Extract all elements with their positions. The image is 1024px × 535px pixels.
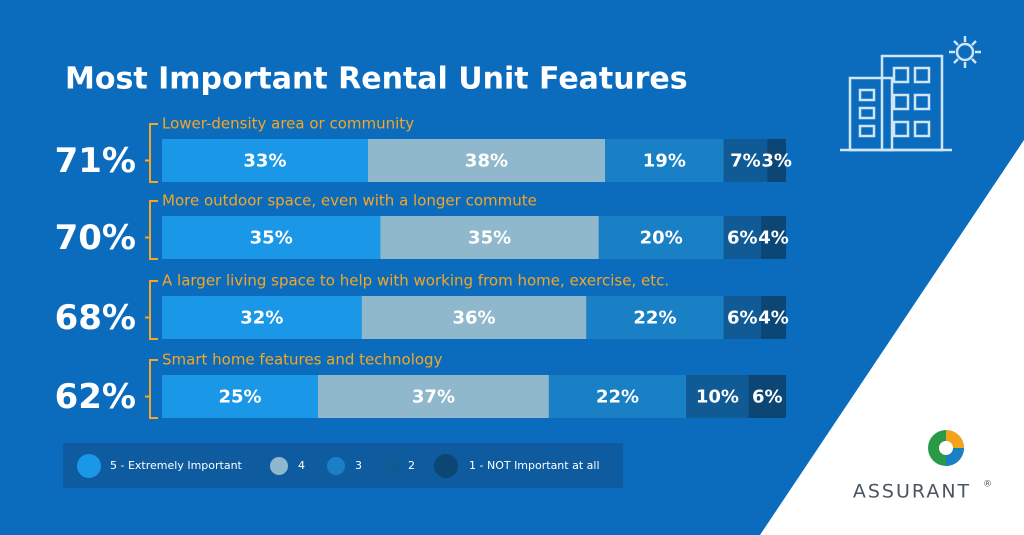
bar-segment	[162, 375, 318, 418]
value-label: 37%	[412, 387, 455, 408]
value-label: 19%	[643, 151, 686, 172]
category-label: A larger living space to help with worki…	[162, 272, 669, 290]
legend-swatch	[270, 457, 288, 475]
bar-segment	[361, 296, 587, 339]
bar-segment	[586, 296, 724, 339]
value-label: 6%	[727, 228, 758, 249]
bar-segment	[761, 296, 786, 339]
bracket	[145, 359, 158, 419]
value-label: 38%	[465, 151, 508, 172]
brand-mark: ®	[983, 480, 992, 490]
value-label: 4%	[758, 308, 789, 329]
brand: ASSURANT	[853, 481, 971, 503]
bar-segment	[162, 139, 368, 182]
legend-swatch	[434, 454, 458, 478]
total-label: 71%	[55, 141, 136, 181]
value-label: 22%	[596, 387, 639, 408]
value-label: 36%	[452, 308, 495, 329]
value-label: 6%	[752, 387, 783, 408]
bar-segment	[723, 139, 768, 182]
bar-segment	[748, 375, 786, 418]
chart-title: Most Important Rental Unit Features	[65, 62, 688, 97]
bar-segment	[162, 216, 381, 259]
bar-segment	[761, 216, 786, 259]
value-label: 20%	[640, 228, 683, 249]
total-label: 68%	[55, 298, 136, 338]
building-icon	[840, 36, 981, 152]
legend-label: 5 - Extremely Important	[110, 459, 243, 472]
total-label: 62%	[55, 377, 136, 417]
bar-segment	[723, 216, 762, 259]
bar-segment	[767, 139, 786, 182]
bar-segment	[318, 375, 549, 418]
category-label: Smart home features and technology	[162, 351, 443, 369]
legend-label: 4	[298, 459, 305, 472]
bar-segment	[367, 139, 606, 182]
legend-label: 3	[355, 459, 362, 472]
bar-segment	[605, 139, 724, 182]
bracket	[145, 280, 158, 340]
value-label: 10%	[696, 387, 739, 408]
value-label: 35%	[468, 228, 511, 249]
legend-label: 1 - NOT Important at all	[469, 459, 600, 472]
value-label: 33%	[243, 151, 286, 172]
bar-segment	[598, 216, 724, 259]
total-label: 70%	[55, 218, 136, 258]
bar-segment	[723, 296, 762, 339]
legend-label: 2	[408, 459, 415, 472]
bar-segment	[162, 296, 362, 339]
value-label: 22%	[633, 308, 676, 329]
category-label: More outdoor space, even with a longer c…	[162, 192, 537, 210]
bracket	[145, 200, 158, 260]
value-label: 35%	[250, 228, 293, 249]
category-label: Lower-density area or community	[162, 115, 414, 133]
value-label: 6%	[727, 308, 758, 329]
logo-icon	[928, 430, 964, 466]
legend-swatch	[77, 454, 101, 478]
bar-segment	[686, 375, 749, 418]
legend-swatch	[327, 457, 345, 475]
value-label: 32%	[240, 308, 283, 329]
bar-segment	[548, 375, 687, 418]
value-label: 4%	[758, 228, 789, 249]
value-label: 3%	[761, 151, 792, 172]
bracket	[145, 123, 158, 183]
bar-segment	[380, 216, 599, 259]
value-label: 7%	[730, 151, 761, 172]
legend-swatch	[385, 457, 403, 475]
value-label: 25%	[218, 387, 261, 408]
